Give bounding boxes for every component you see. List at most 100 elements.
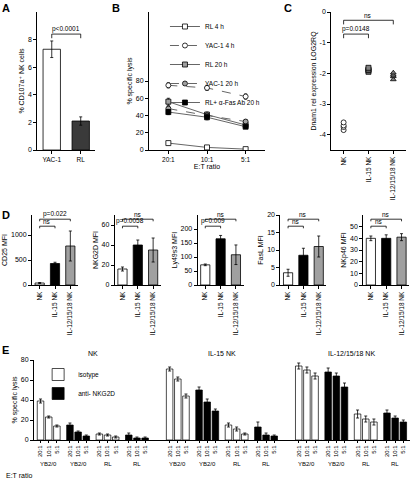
svg-text:2: 2 (28, 119, 32, 126)
svg-text:A: A (2, 2, 10, 14)
svg-text:% specific lysis: % specific lysis (11, 376, 19, 424)
svg-text:5:1: 5:1 (400, 445, 406, 454)
svg-text:1000: 1000 (11, 231, 27, 238)
svg-text:0: 0 (105, 281, 109, 288)
svg-text:YB2/0: YB2/0 (199, 461, 216, 467)
svg-text:ns: ns (299, 211, 307, 218)
svg-text:5:1: 5:1 (113, 445, 119, 454)
svg-text:p=0.0148: p=0.0148 (342, 25, 370, 33)
svg-text:IL-12/15/18 NK: IL-12/15/18 NK (328, 350, 375, 357)
svg-text:200: 200 (181, 225, 193, 232)
svg-text:40: 40 (136, 112, 144, 119)
svg-text:100: 100 (181, 253, 193, 260)
svg-text:YB2/0: YB2/0 (169, 461, 186, 467)
svg-text:E:T ratio: E:T ratio (6, 472, 32, 479)
svg-text:IL-15 NK: IL-15 NK (217, 291, 224, 317)
svg-text:500: 500 (15, 256, 27, 263)
svg-text:5:1: 5:1 (341, 445, 347, 454)
svg-text:YAC-1 4 h: YAC-1 4 h (205, 42, 235, 49)
svg-text:0: 0 (322, 8, 326, 15)
svg-text:10: 10 (267, 246, 275, 253)
svg-text:20:1: 20:1 (196, 445, 202, 457)
svg-text:RL: RL (77, 156, 86, 163)
svg-text:8: 8 (28, 36, 32, 43)
svg-text:15: 15 (267, 229, 275, 236)
svg-text:10:1: 10:1 (234, 445, 240, 457)
svg-text:20:1: 20:1 (162, 156, 175, 163)
svg-text:10:1: 10:1 (75, 445, 81, 457)
svg-text:C: C (284, 2, 292, 14)
svg-text:10:1: 10:1 (204, 445, 210, 457)
svg-text:20:1: 20:1 (37, 445, 43, 457)
svg-text:20:1: 20:1 (167, 445, 173, 457)
svg-text:p<0.0001: p<0.0001 (52, 25, 80, 33)
svg-text:0: 0 (140, 146, 144, 153)
svg-text:10:1: 10:1 (392, 445, 398, 457)
svg-text:B: B (112, 2, 120, 14)
svg-text:80: 80 (136, 77, 144, 84)
svg-text:YB2/0: YB2/0 (328, 461, 345, 467)
svg-text:20: 20 (21, 416, 29, 423)
svg-text:p=0.009: p=0.009 (201, 217, 225, 225)
svg-text:20: 20 (267, 211, 275, 218)
svg-text:150: 150 (181, 239, 193, 246)
svg-text:40: 40 (21, 396, 29, 403)
svg-text:isotype: isotype (78, 371, 99, 379)
svg-text:NK: NK (36, 291, 43, 301)
svg-text:IL-15 NK: IL-15 NK (300, 291, 307, 317)
svg-text:ns: ns (134, 211, 142, 218)
svg-text:10:1: 10:1 (46, 445, 52, 457)
svg-text:NK: NK (367, 291, 374, 301)
svg-text:YB2/0: YB2/0 (298, 461, 315, 467)
svg-text:IL-15 NK: IL-15 NK (365, 156, 372, 182)
svg-text:20: 20 (350, 258, 358, 265)
svg-text:5:1: 5:1 (212, 445, 218, 454)
svg-text:D: D (2, 209, 10, 221)
svg-text:5: 5 (271, 264, 275, 271)
svg-text:IL-12/15/18 NK: IL-12/15/18 NK (389, 156, 396, 200)
svg-text:0: 0 (28, 146, 32, 153)
svg-text:-2: -2 (320, 70, 326, 77)
svg-text:-1: -1 (320, 39, 326, 46)
svg-text:NK: NK (284, 291, 291, 301)
svg-text:0: 0 (188, 281, 192, 288)
svg-text:60: 60 (102, 221, 110, 228)
svg-text:E: E (2, 344, 9, 356)
svg-text:ns: ns (375, 218, 383, 225)
svg-text:YAC-1 20 h: YAC-1 20 h (205, 80, 239, 87)
svg-text:20:1: 20:1 (355, 445, 361, 457)
svg-text:20:1: 20:1 (325, 445, 331, 457)
svg-text:RL: RL (233, 461, 241, 467)
svg-text:NK: NK (201, 291, 208, 301)
svg-text:80: 80 (21, 356, 29, 363)
svg-text:RL: RL (362, 461, 370, 467)
svg-text:40: 40 (350, 235, 358, 242)
svg-text:E:T ratio: E:T ratio (194, 163, 220, 170)
svg-text:20:1: 20:1 (126, 445, 132, 457)
svg-text:anti- NKG2D: anti- NKG2D (78, 390, 115, 397)
svg-text:NK: NK (119, 291, 126, 301)
svg-text:-4: -4 (320, 131, 326, 138)
svg-text:10:1: 10:1 (363, 445, 369, 457)
svg-text:IL-12/15/18 NK: IL-12/15/18 NK (398, 291, 405, 335)
svg-text:0: 0 (354, 281, 358, 288)
svg-text:10:1: 10:1 (263, 445, 269, 457)
svg-text:10: 10 (350, 270, 358, 277)
svg-text:ns: ns (217, 211, 225, 218)
svg-text:0: 0 (23, 281, 27, 288)
svg-text:20: 20 (136, 129, 144, 136)
svg-text:YB2/0: YB2/0 (70, 461, 87, 467)
svg-text:30: 30 (350, 246, 358, 253)
svg-text:Dnam1 rel expression LOG2RQ: Dnam1 rel expression LOG2RQ (310, 31, 318, 131)
svg-text:p=0.022: p=0.022 (43, 210, 67, 218)
svg-text:ns: ns (364, 12, 372, 19)
svg-text:IL-15 NK: IL-15 NK (51, 291, 58, 317)
svg-text:ns: ns (292, 218, 300, 225)
svg-text:60: 60 (21, 376, 29, 383)
svg-text:4: 4 (28, 91, 32, 98)
svg-text:RL: RL (391, 461, 399, 467)
svg-text:5:1: 5:1 (83, 445, 89, 454)
svg-text:5:1: 5:1 (312, 445, 318, 454)
svg-text:-3: -3 (320, 100, 326, 107)
svg-text:ns: ns (43, 218, 51, 225)
